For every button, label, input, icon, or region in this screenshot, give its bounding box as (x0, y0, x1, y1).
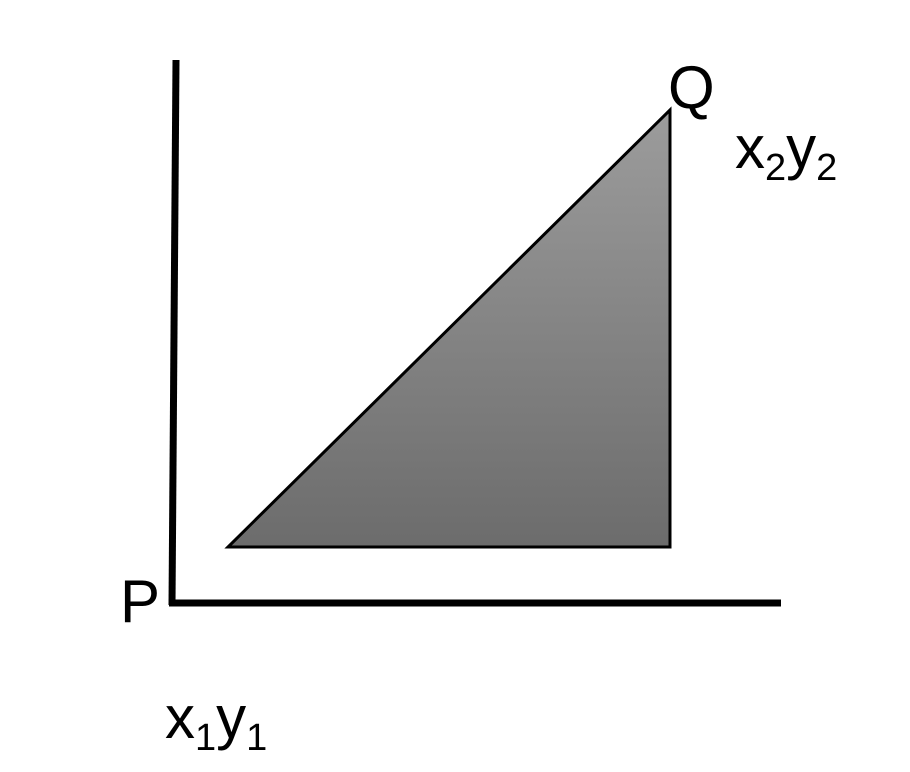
q-y-symbol: y (786, 114, 816, 181)
q-y-subscript: 2 (816, 147, 837, 189)
point-p-coordinates: x1y1 (165, 684, 267, 759)
p-x-symbol: x (165, 684, 195, 751)
p-x-subscript: 1 (195, 717, 216, 759)
shaded-triangle (224, 106, 672, 549)
point-q-coordinates: x2y2 (735, 114, 837, 189)
y-axis-line (168, 59, 180, 606)
q-x-symbol: x (735, 114, 765, 181)
p-y-subscript: 1 (246, 717, 267, 759)
q-x-subscript: 2 (765, 147, 786, 189)
point-p-label: P (120, 568, 160, 635)
point-q-label: Q (668, 54, 715, 121)
p-y-symbol: y (216, 684, 246, 751)
